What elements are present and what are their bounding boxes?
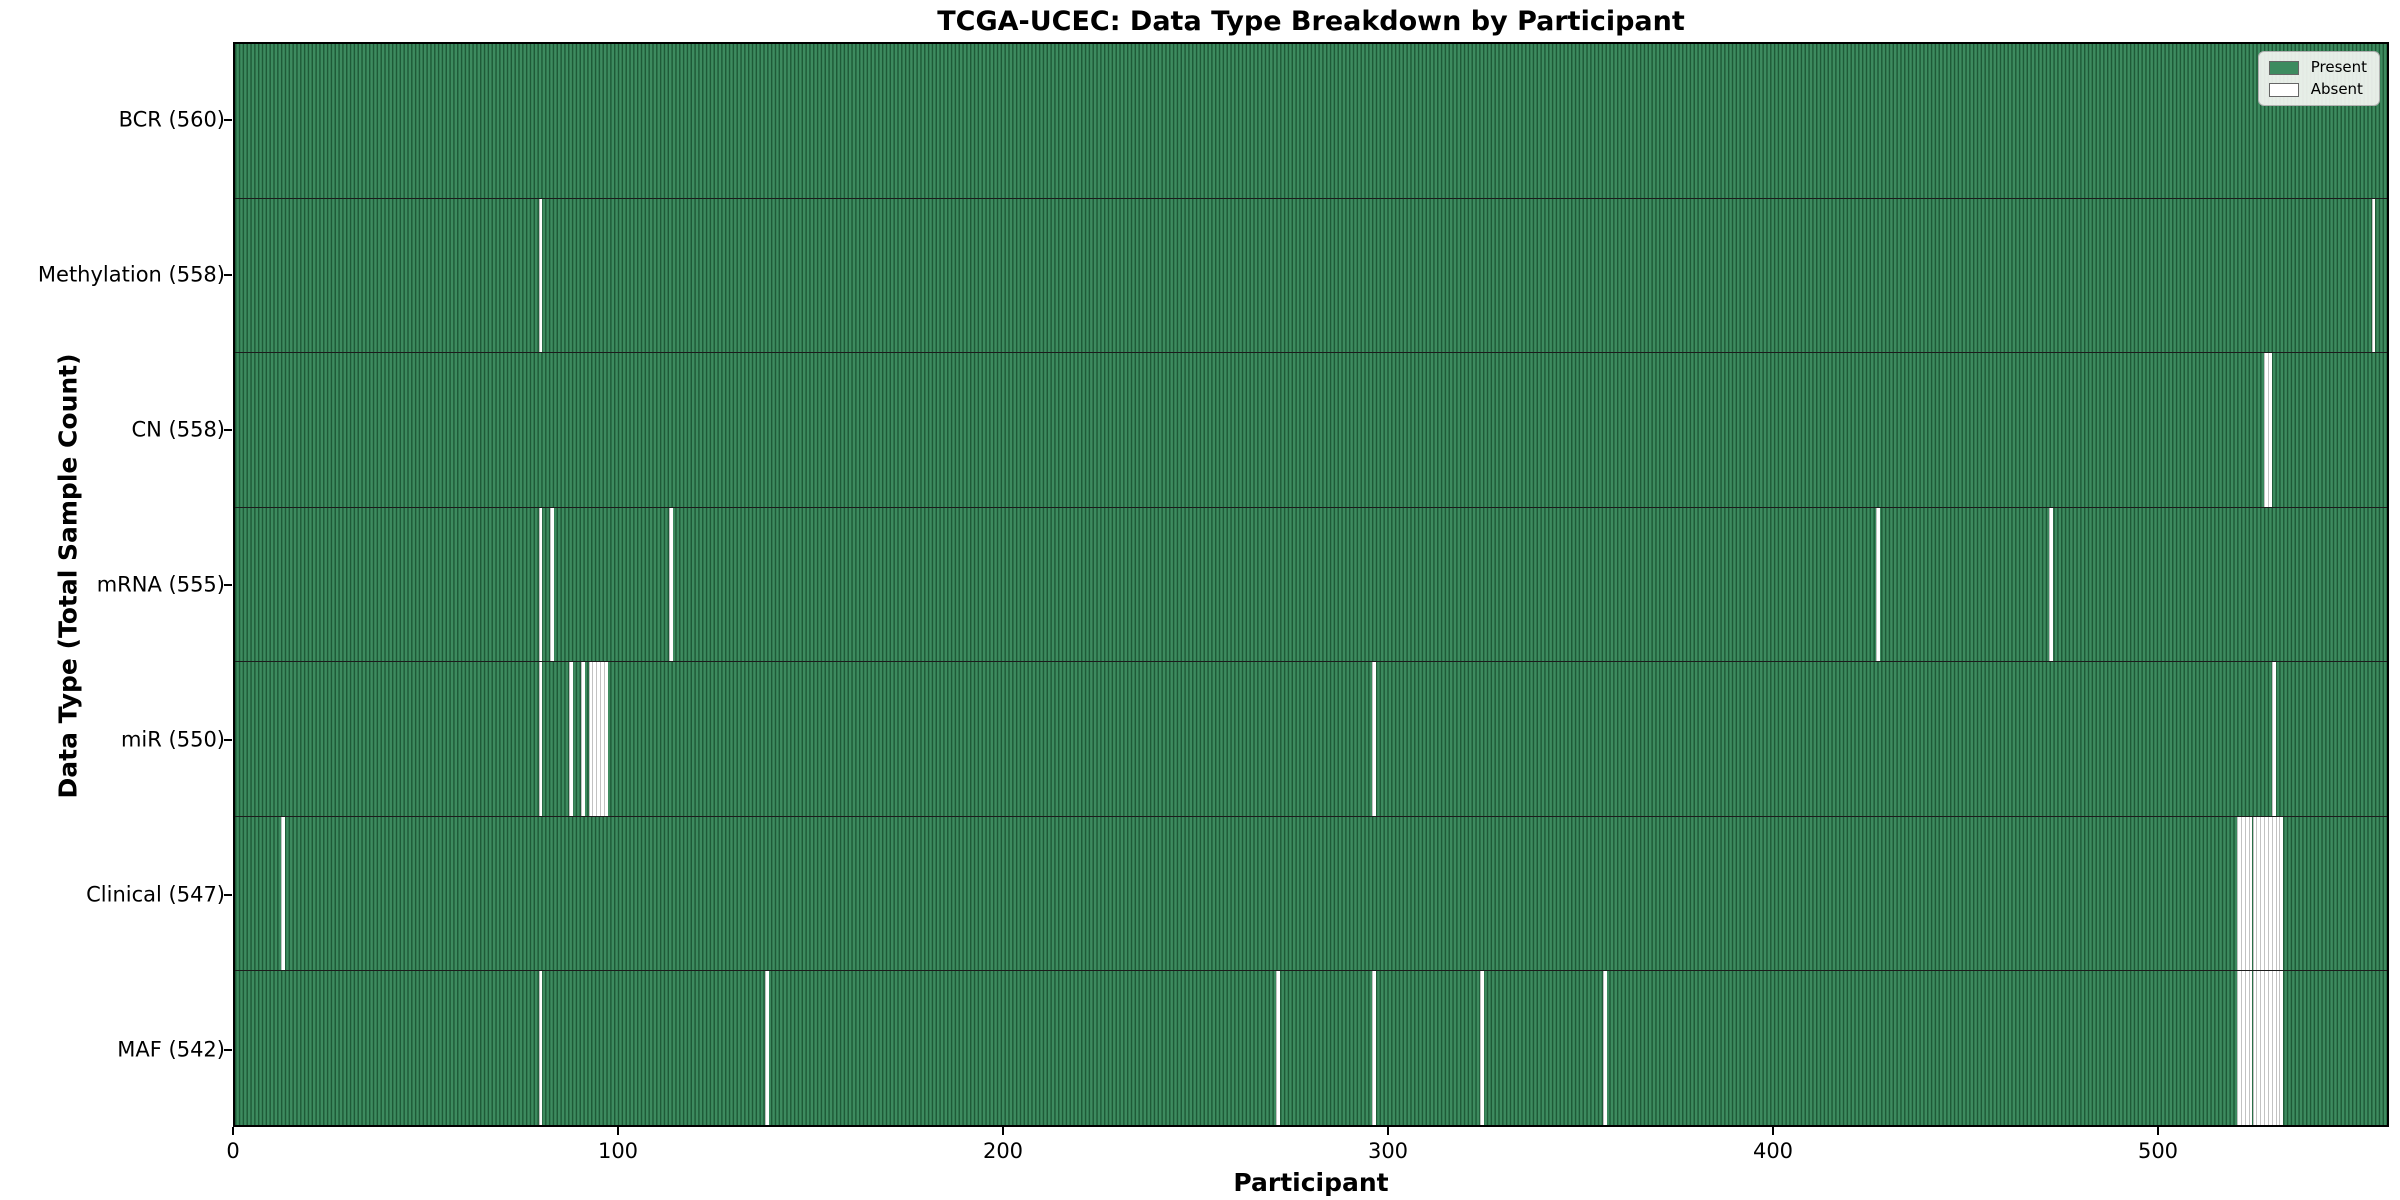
ytick-mark-MAF: [224, 1048, 232, 1051]
absent-gap-Clinical-529: [2267, 816, 2272, 971]
absent-gap-mRNA-79: [538, 507, 543, 662]
absent-gap-MAF-356: [1603, 971, 1607, 1126]
absent-gap-MAF-296: [1372, 971, 1377, 1126]
absent-gap-mRNA-472: [2048, 507, 2053, 662]
absent-gap-MAF-524: [2248, 971, 2253, 1126]
absent-gap-Clinical-532: [2279, 816, 2284, 971]
legend-label-present: Present: [2310, 58, 2367, 76]
absent-gap-miR-79: [538, 662, 543, 816]
absent-gap-miR-90: [580, 662, 585, 816]
xtick-mark-0: [232, 1127, 234, 1135]
xtick-mark-100: [617, 1127, 619, 1135]
absent-gap-MAF-531: [2275, 971, 2280, 1126]
legend-entry-absent: Absent: [2268, 80, 2367, 98]
legend-entry-present: Present: [2268, 58, 2367, 76]
absent-gap-MAF-528: [2264, 971, 2268, 1126]
plot-area: Present Absent: [233, 42, 2389, 1127]
legend: Present Absent: [2257, 51, 2380, 106]
xtick-label-400: 400: [1752, 1139, 1794, 1163]
ytick-mark-Clinical: [224, 893, 232, 896]
x-axis-label: Participant: [1233, 1168, 1389, 1197]
absent-gap-CN-528: [2264, 353, 2268, 507]
row-Methylation: [235, 197, 2387, 353]
absent-gap-MAF-527: [2260, 971, 2264, 1126]
row-MAF: [235, 970, 2387, 1126]
ytick-mark-Methylation: [224, 273, 232, 276]
absent-swatch-icon: [2268, 82, 2299, 97]
absent-gap-Clinical-522: [2240, 816, 2245, 971]
chart-title: TCGA-UCEC: Data Type Breakdown by Partic…: [937, 6, 1685, 37]
row-Clinical: [235, 815, 2387, 971]
xtick-mark-300: [1387, 1127, 1389, 1135]
ytick-label-MAF: MAF (542): [117, 1037, 225, 1061]
xtick-mark-200: [1002, 1127, 1004, 1135]
absent-gap-Clinical-525: [2252, 816, 2257, 971]
absent-gap-Clinical-528: [2264, 816, 2268, 971]
absent-gap-MAF-523: [2244, 971, 2249, 1126]
absent-gap-MAF-79: [538, 971, 543, 1126]
absent-gap-Clinical-530: [2271, 816, 2276, 971]
xtick-mark-400: [1772, 1127, 1774, 1135]
row-BCR: [235, 44, 2387, 198]
row-miR: [235, 661, 2387, 816]
xtick-label-300: 300: [1367, 1139, 1409, 1163]
absent-gap-MAF-271: [1276, 971, 1281, 1126]
row-mRNA: [235, 506, 2387, 662]
absent-gap-Methylation-556: [2371, 198, 2376, 353]
absent-gap-MAF-526: [2256, 971, 2261, 1126]
absent-gap-MAF-521: [2237, 971, 2241, 1126]
ytick-mark-CN: [224, 428, 232, 431]
xtick-label-0: 0: [226, 1139, 240, 1163]
absent-gap-miR-87: [569, 662, 574, 816]
xtick-label-500: 500: [2137, 1139, 2179, 1163]
ytick-label-BCR: BCR (560): [118, 107, 225, 131]
ytick-mark-miR: [224, 738, 232, 741]
absent-gap-Clinical-521: [2237, 816, 2241, 971]
ytick-mark-mRNA: [224, 583, 232, 586]
present-swatch-icon: [2268, 60, 2299, 75]
ytick-label-Clinical: Clinical (547): [86, 882, 225, 906]
absent-gap-miR-530: [2271, 662, 2276, 816]
absent-gap-miR-96: [603, 662, 608, 816]
absent-gap-Clinical-12: [281, 816, 285, 971]
absent-gap-MAF-522: [2240, 971, 2245, 1126]
absent-gap-miR-296: [1372, 662, 1377, 816]
xtick-mark-500: [2157, 1127, 2159, 1135]
absent-gap-mRNA-82: [550, 507, 554, 662]
absent-gap-MAF-138: [765, 971, 770, 1126]
ytick-label-CN: CN (558): [131, 417, 225, 441]
absent-gap-MAF-530: [2271, 971, 2276, 1126]
absent-gap-mRNA-427: [1875, 507, 1880, 662]
legend-label-absent: Absent: [2310, 80, 2363, 98]
absent-gap-MAF-324: [1480, 971, 1484, 1126]
ytick-mark-BCR: [224, 118, 232, 121]
absent-gap-miR-93: [592, 662, 597, 816]
xtick-label-200: 200: [982, 1139, 1024, 1163]
absent-gap-Clinical-527: [2260, 816, 2264, 971]
absent-gap-Clinical-523: [2244, 816, 2249, 971]
row-CN: [235, 352, 2387, 507]
absent-gap-Clinical-524: [2248, 816, 2253, 971]
absent-gap-miR-92: [588, 662, 593, 816]
absent-gap-miR-95: [600, 662, 604, 816]
absent-gap-MAF-525: [2252, 971, 2257, 1126]
ytick-label-mRNA: mRNA (555): [96, 572, 225, 596]
absent-gap-MAF-532: [2279, 971, 2284, 1126]
xtick-label-100: 100: [597, 1139, 639, 1163]
absent-gap-miR-94: [596, 662, 601, 816]
absent-gap-MAF-529: [2267, 971, 2272, 1126]
absent-gap-Clinical-531: [2275, 816, 2280, 971]
absent-gap-Methylation-79: [538, 198, 543, 353]
absent-gap-Clinical-526: [2256, 816, 2261, 971]
absent-gap-CN-529: [2267, 353, 2272, 507]
ytick-label-miR: miR (550): [120, 727, 225, 751]
absent-gap-mRNA-113: [669, 507, 674, 662]
ytick-label-Methylation: Methylation (558): [37, 262, 225, 286]
